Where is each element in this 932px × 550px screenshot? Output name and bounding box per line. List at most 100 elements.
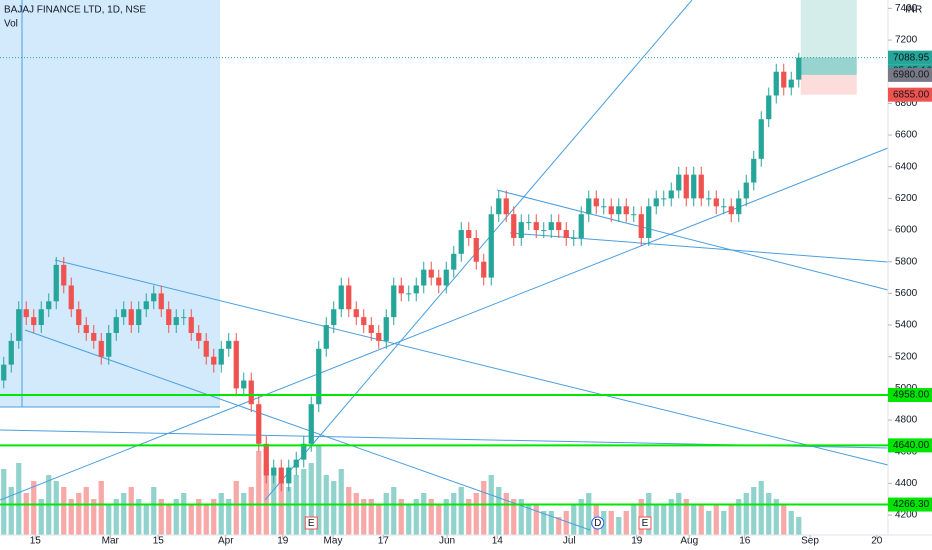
candle-body — [121, 309, 127, 318]
volume-bar — [166, 505, 172, 535]
stop-label: 6855.00 — [893, 89, 930, 100]
volume-bar — [301, 469, 307, 535]
candle-body — [76, 309, 82, 326]
volume-bar — [53, 481, 59, 535]
volume-bar — [398, 499, 404, 535]
volume-bar — [758, 481, 764, 535]
volume-bar — [241, 493, 247, 535]
y-tick-label: 5600 — [895, 288, 918, 299]
candle-body — [383, 317, 389, 341]
volume-bar — [526, 505, 532, 535]
candle-body — [698, 174, 704, 199]
y-tick-label: 6800 — [895, 98, 918, 109]
candle-body — [248, 380, 254, 405]
candle-body — [316, 348, 322, 405]
candle-body — [1, 364, 7, 381]
candle-body — [796, 57, 802, 80]
candle-body — [788, 79, 794, 88]
y-tick-label: 6000 — [895, 225, 918, 236]
candle-body — [16, 309, 22, 341]
volume-bar — [773, 499, 779, 535]
chart-title: BAJAJ FINANCE LTD, 1D, NSE — [4, 5, 146, 16]
volume-bar — [421, 493, 427, 535]
candle-body — [196, 332, 202, 341]
volume-bar — [38, 499, 44, 535]
volume-label: Vol — [4, 19, 18, 30]
volume-bar — [563, 511, 569, 535]
candle-body — [413, 285, 419, 294]
volume-bar — [728, 505, 734, 535]
volume-bar — [331, 481, 337, 535]
volume-bar — [766, 493, 772, 535]
volume-bar — [278, 481, 284, 535]
level-label: 4640.00 — [893, 440, 930, 451]
candle-body — [61, 264, 67, 286]
volume-bar — [578, 499, 584, 535]
loss-zone — [800, 74, 857, 95]
volume-bar — [76, 493, 82, 535]
candle-body — [518, 222, 524, 238]
volume-bar — [361, 499, 367, 535]
volume-bar — [233, 481, 239, 535]
volume-bar — [158, 499, 164, 535]
volume-bar — [608, 511, 614, 535]
volume-bar — [338, 469, 344, 535]
candle-body — [106, 332, 112, 357]
candle-body — [676, 174, 682, 191]
volume-bar — [256, 451, 262, 535]
candle-body — [8, 340, 14, 365]
volume-bar — [286, 487, 292, 535]
volume-bar — [188, 505, 194, 535]
candle-body — [38, 309, 44, 326]
volume-bar — [113, 499, 119, 535]
candle-body — [593, 198, 599, 207]
candle-body — [398, 285, 404, 294]
y-tick-label: 4200 — [895, 510, 918, 521]
candle-body — [706, 198, 712, 200]
y-tick-label: 6600 — [895, 130, 918, 141]
currency: INR — [905, 5, 922, 16]
candle-body — [151, 293, 157, 302]
candle-body — [503, 198, 509, 215]
volume-bar — [151, 487, 157, 535]
volume-bar — [653, 505, 659, 535]
volume-bar — [473, 493, 479, 535]
volume-bar — [211, 499, 217, 535]
candle-body — [428, 269, 434, 278]
volume-bar — [226, 499, 232, 535]
y-tick-label: 6400 — [895, 161, 918, 172]
candle-body — [136, 309, 142, 326]
candle-body — [293, 459, 299, 468]
volume-bar — [16, 463, 22, 535]
candle-body — [616, 206, 622, 215]
x-tick-label: Aug — [680, 536, 698, 547]
volume-bar — [106, 505, 112, 535]
volume-bar — [458, 487, 464, 535]
candle-body — [211, 356, 217, 365]
x-tick-label: 15 — [30, 536, 42, 547]
volume-bar — [743, 493, 749, 535]
volume-bar — [391, 487, 397, 535]
volume-bar — [541, 511, 547, 535]
y-tick-label: 5200 — [895, 351, 918, 362]
volume-bar — [353, 493, 359, 535]
volume-bar — [368, 499, 374, 535]
level-label: 4958.00 — [893, 390, 930, 401]
trend-line — [509, 232, 889, 263]
volume-bar — [436, 505, 442, 535]
volume-bar — [796, 517, 802, 535]
volume-bar — [181, 493, 187, 535]
candle-body — [638, 214, 644, 238]
volume-bar — [698, 505, 704, 535]
candle-body — [226, 340, 232, 349]
candle-body — [601, 206, 607, 208]
candle-body — [23, 309, 29, 318]
candle-body — [563, 230, 569, 238]
candle-body — [526, 222, 532, 224]
volume-bar — [23, 493, 29, 535]
level-badge — [888, 388, 932, 403]
volume-bar — [383, 493, 389, 535]
candle-body — [586, 198, 592, 215]
y-tick-label: 4400 — [895, 478, 918, 489]
x-tick-label: 17 — [378, 536, 390, 547]
